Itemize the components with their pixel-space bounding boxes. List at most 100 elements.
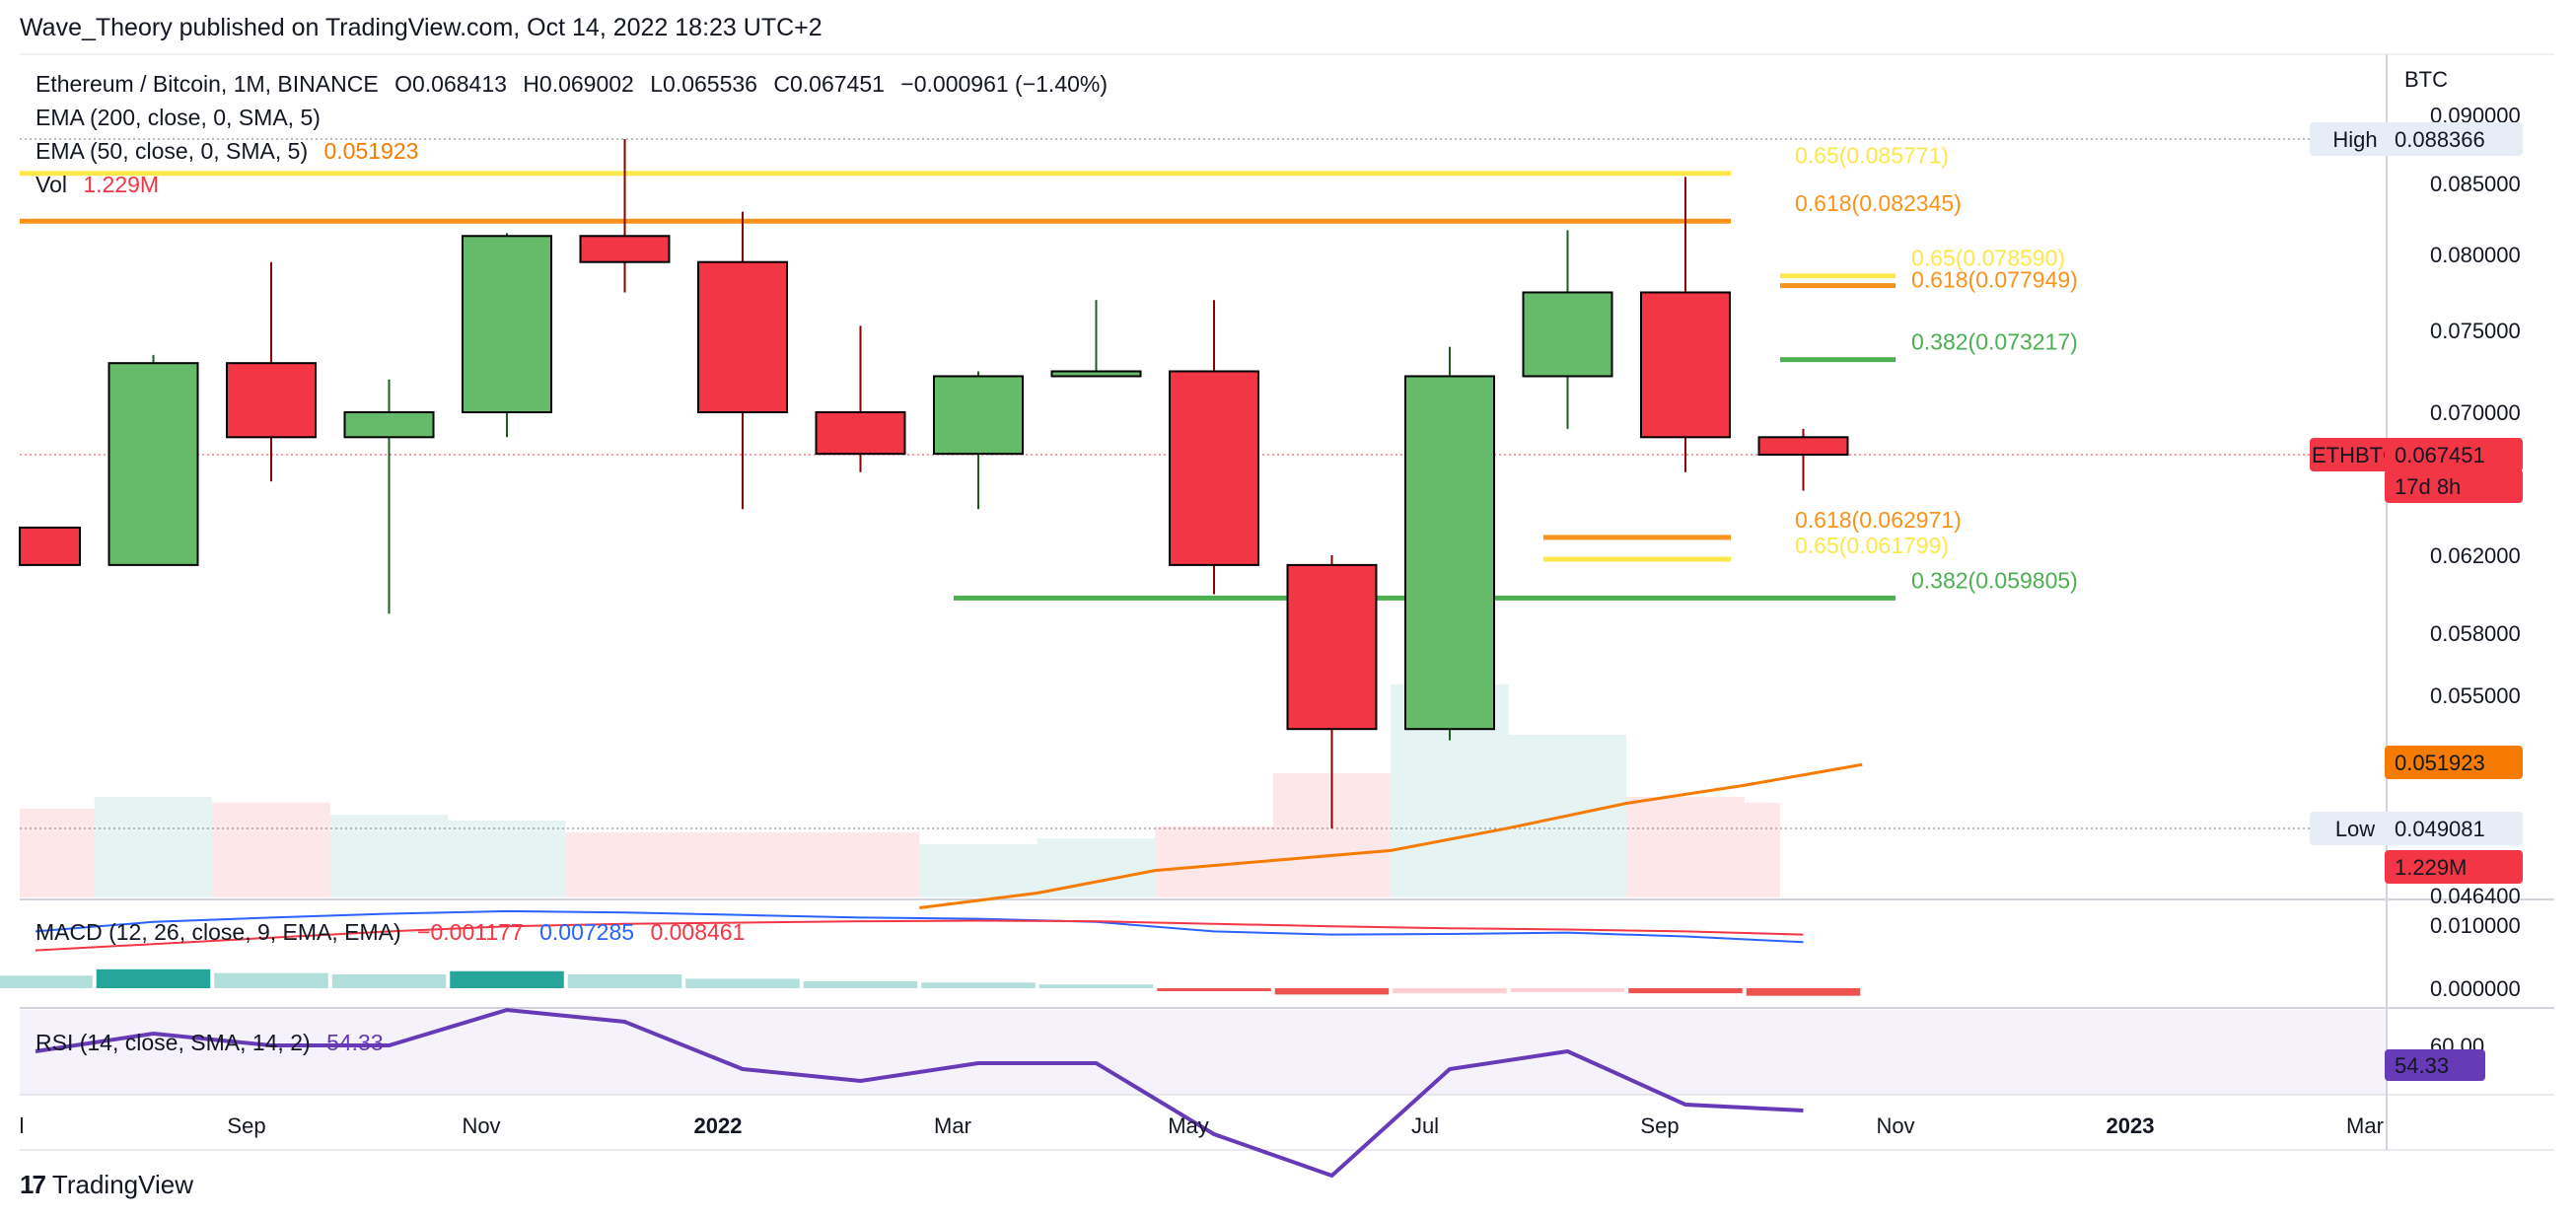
time-axis-tick: 2022	[694, 1113, 743, 1138]
tradingview-logo-icon: 17	[20, 1170, 46, 1199]
high-price-tag-label: High	[2332, 127, 2377, 152]
candle	[815, 325, 906, 472]
volume-tag-value: 1.229M	[2395, 855, 2467, 880]
ohlc-open: O0.068413	[394, 71, 507, 97]
tradingview-footer[interactable]: 17 TradingView	[20, 1170, 193, 1200]
candle	[343, 379, 435, 614]
ema50-value: 0.051923	[323, 138, 419, 164]
macd-histogram-bar	[1746, 988, 1861, 996]
countdown-value: 17d 8h	[2395, 474, 2461, 499]
candle-body	[107, 362, 199, 566]
macd-signal-line	[35, 919, 1804, 952]
volume-legend[interactable]: Vol 1.229M	[36, 172, 169, 198]
time-axis-tick: l	[20, 1113, 25, 1138]
low-price-tag-label: Low	[2335, 817, 2375, 841]
candle	[1757, 428, 1849, 491]
macd-histogram-bar	[1274, 988, 1390, 995]
volume-bar	[801, 832, 920, 897]
ema200-legend[interactable]: EMA (200, close, 0, SMA, 5)	[36, 105, 330, 131]
ohlc-change: −0.000961 (−1.40%)	[900, 71, 1109, 97]
rsi-tag-value: 54.33	[2395, 1053, 2449, 1078]
candle	[1522, 230, 1613, 429]
fib-level-label: 0.65(0.061799)	[1795, 533, 1949, 558]
candle	[697, 211, 788, 510]
fib-level-label: 0.618(0.062971)	[1795, 507, 1962, 533]
candle	[19, 526, 81, 566]
candle	[226, 261, 317, 482]
candle-body	[1286, 563, 1378, 731]
ema-price-tag-value-bg	[2385, 746, 2523, 779]
candle-body	[1640, 291, 1731, 439]
macd-histogram-bar	[1157, 988, 1271, 991]
candle	[1640, 177, 1731, 472]
macd-signal-value: 0.008461	[650, 919, 746, 945]
volume-bar	[1744, 803, 1780, 897]
macd-label: MACD (12, 26, close, 9, EMA, EMA)	[36, 919, 401, 945]
macd-histogram-bar	[921, 982, 1036, 988]
macd-histogram-bar	[685, 978, 800, 988]
volume-label: Vol	[36, 172, 67, 197]
macd-histogram-bar	[1628, 988, 1743, 994]
symbol-legend: Ethereum / Bitcoin, 1M, BINANCE O0.06841…	[36, 71, 1117, 98]
macd-histogram-bar	[567, 973, 682, 988]
volume-bar	[919, 844, 1038, 897]
volume-tag: 1.229M	[2385, 850, 2523, 884]
time-axis-tick: Sep	[1640, 1113, 1679, 1138]
price-axis-tick: 0.046400	[2430, 884, 2521, 908]
candle	[462, 233, 552, 438]
time-axis-tick: 2023	[2107, 1113, 2155, 1138]
high-price-tag: High 0.088366	[2310, 122, 2523, 156]
current-price-tag-label: ETHBTC	[2312, 443, 2398, 467]
low-price-tag-value: 0.049081	[2395, 817, 2485, 841]
candle-body	[1404, 375, 1495, 731]
ema50-legend[interactable]: EMA (50, close, 0, SMA, 5) 0.051923	[36, 138, 428, 165]
candle-body	[815, 411, 906, 456]
macd-line	[35, 909, 1804, 944]
macd-histogram-bar	[214, 972, 328, 988]
candle	[107, 354, 199, 566]
candle-body	[579, 235, 671, 263]
rsi-line	[35, 1007, 1804, 1179]
price-axis-tick: 0.070000	[2430, 400, 2521, 425]
rsi-label: RSI (14, close, SMA, 14, 2)	[36, 1030, 311, 1055]
volume-bar	[329, 815, 449, 897]
time-axis-tick: Sep	[227, 1113, 265, 1138]
high-price-tag-value: 0.088366	[2395, 127, 2485, 152]
candle-body	[343, 411, 435, 439]
volume-bar	[20, 809, 95, 897]
price-axis-tick: 0.058000	[2430, 621, 2521, 646]
symbol-title: Ethereum / Bitcoin, 1M, BINANCE	[36, 71, 379, 97]
macd-line-value: 0.007285	[539, 919, 635, 945]
candle	[579, 138, 671, 293]
volume-tag-value-bg	[2385, 850, 2523, 884]
ema200-label: EMA (200, close, 0, SMA, 5)	[36, 105, 321, 130]
price-axis-tick: 0.085000	[2430, 172, 2521, 196]
macd-histogram-bar	[1038, 984, 1154, 988]
volume-bar	[94, 797, 213, 897]
candle	[1286, 555, 1378, 829]
rsi-legend[interactable]: RSI (14, close, SMA, 14, 2) 54.33	[36, 1030, 394, 1056]
candle-body	[1757, 436, 1849, 457]
candle-body	[462, 235, 552, 413]
macd-hist-value: −0.001177	[417, 919, 524, 945]
candle-body	[697, 260, 788, 414]
macd-legend[interactable]: MACD (12, 26, close, 9, EMA, EMA) −0.001…	[36, 919, 754, 946]
ohlc-high: H0.069002	[523, 71, 634, 97]
time-axis-tick: Mar	[934, 1113, 971, 1138]
candle	[933, 371, 1024, 510]
time-axis-tick: Mar	[2346, 1113, 2384, 1138]
ema50-line	[919, 762, 1863, 909]
low-price-tag: Low 0.049081	[2310, 812, 2523, 845]
ema50-label: EMA (50, close, 0, SMA, 5)	[36, 138, 309, 164]
price-axis-tick: 0.062000	[2430, 543, 2521, 568]
macd-axis-tick: 0.000000	[2430, 976, 2521, 1001]
fib-level-label: 0.382(0.059805)	[1911, 567, 2078, 593]
fib-level-label: 0.65(0.085771)	[1795, 143, 1949, 169]
volume-value: 1.229M	[83, 172, 160, 197]
candle	[1169, 300, 1259, 595]
macd-histogram-bar	[450, 970, 564, 988]
current-price-tag-label-bg	[2310, 438, 2400, 471]
rsi-tag-bg	[2385, 1049, 2485, 1081]
